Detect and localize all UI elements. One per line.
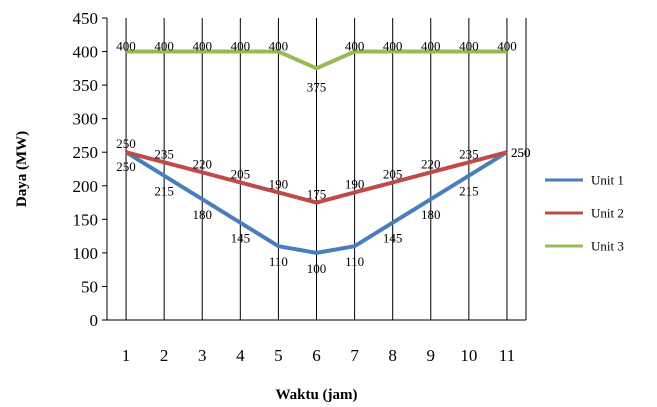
data-label: 220 xyxy=(192,156,212,171)
axes: 0 50 100 150 200 250 300 350 400 450 1 2 3 4 5 6 7 8 9 10 11 xyxy=(73,9,526,365)
data-label: 250 xyxy=(116,159,136,174)
data-label: 400 xyxy=(497,39,517,54)
x-tick-label: 7 xyxy=(350,346,359,365)
x-tick-label: 3 xyxy=(198,346,207,365)
y-axis-title: Daya (MW) xyxy=(14,131,30,207)
data-label: 250 xyxy=(511,145,531,160)
y-tick-label: 100 xyxy=(73,244,99,263)
data-label: 180 xyxy=(192,207,212,222)
y-tick-label: 0 xyxy=(90,311,99,330)
y-tick-label: 450 xyxy=(73,9,99,28)
y-tick-label: 250 xyxy=(73,143,99,162)
x-tick-label: 11 xyxy=(499,346,515,365)
data-label: 100 xyxy=(307,261,327,276)
data-label: 400 xyxy=(269,39,289,54)
data-label: 145 xyxy=(383,231,403,246)
data-label: 250 xyxy=(116,136,136,151)
data-label: 250 xyxy=(511,145,531,160)
data-label: 400 xyxy=(421,39,441,54)
y-tick-label: 150 xyxy=(73,210,99,229)
x-tick-label: 5 xyxy=(274,346,283,365)
data-label: 400 xyxy=(154,39,174,54)
series-lines xyxy=(124,49,509,255)
data-label: 205 xyxy=(231,166,251,181)
x-tick-label: 6 xyxy=(312,346,321,365)
y-tick-label: 350 xyxy=(73,76,99,95)
x-axis-title: Waktu (jam) xyxy=(275,387,357,403)
legend-label: Unit 2 xyxy=(591,206,624,221)
data-label: 190 xyxy=(269,176,289,191)
data-label: 220 xyxy=(421,156,441,171)
data-label: 215 xyxy=(459,184,479,199)
x-tick-label: 8 xyxy=(388,346,397,365)
data-label: 235 xyxy=(459,146,479,161)
series-line-unit-3 xyxy=(126,49,507,71)
data-label: 235 xyxy=(154,146,174,161)
data-label: 400 xyxy=(383,39,403,54)
data-label: 175 xyxy=(307,187,327,202)
data-label: 205 xyxy=(383,166,403,181)
data-label: 400 xyxy=(192,39,212,54)
y-tick-label: 200 xyxy=(73,177,99,196)
data-label: 215 xyxy=(154,184,174,199)
series-line-unit-2 xyxy=(125,150,508,205)
legend: Unit 1 Unit 2 Unit 3 xyxy=(545,173,624,254)
y-tick-label: 50 xyxy=(81,277,98,296)
data-label: 400 xyxy=(345,39,365,54)
data-label: 110 xyxy=(269,254,288,269)
x-tick-label: 9 xyxy=(427,346,436,365)
y-tick-label: 300 xyxy=(73,110,99,129)
data-label: 110 xyxy=(345,254,364,269)
data-label: 400 xyxy=(116,39,136,54)
data-labels: 250 215 180 145 110 100 110 145 180 215 250 250 235 2… xyxy=(116,39,530,276)
data-label: 190 xyxy=(345,176,365,191)
y-tick-label: 400 xyxy=(73,43,99,62)
legend-label: Unit 3 xyxy=(591,239,624,254)
data-label: 180 xyxy=(421,207,441,222)
data-label: 145 xyxy=(231,231,251,246)
data-label: 400 xyxy=(459,39,479,54)
x-tick-label: 1 xyxy=(122,346,131,365)
x-tick-label: 2 xyxy=(160,346,169,365)
data-label: 375 xyxy=(307,79,327,94)
x-tick-label: 10 xyxy=(460,346,477,365)
data-label: 400 xyxy=(231,39,251,54)
x-tick-label: 4 xyxy=(236,346,245,365)
series-line-unit-1 xyxy=(124,150,509,255)
legend-label: Unit 1 xyxy=(591,173,624,188)
